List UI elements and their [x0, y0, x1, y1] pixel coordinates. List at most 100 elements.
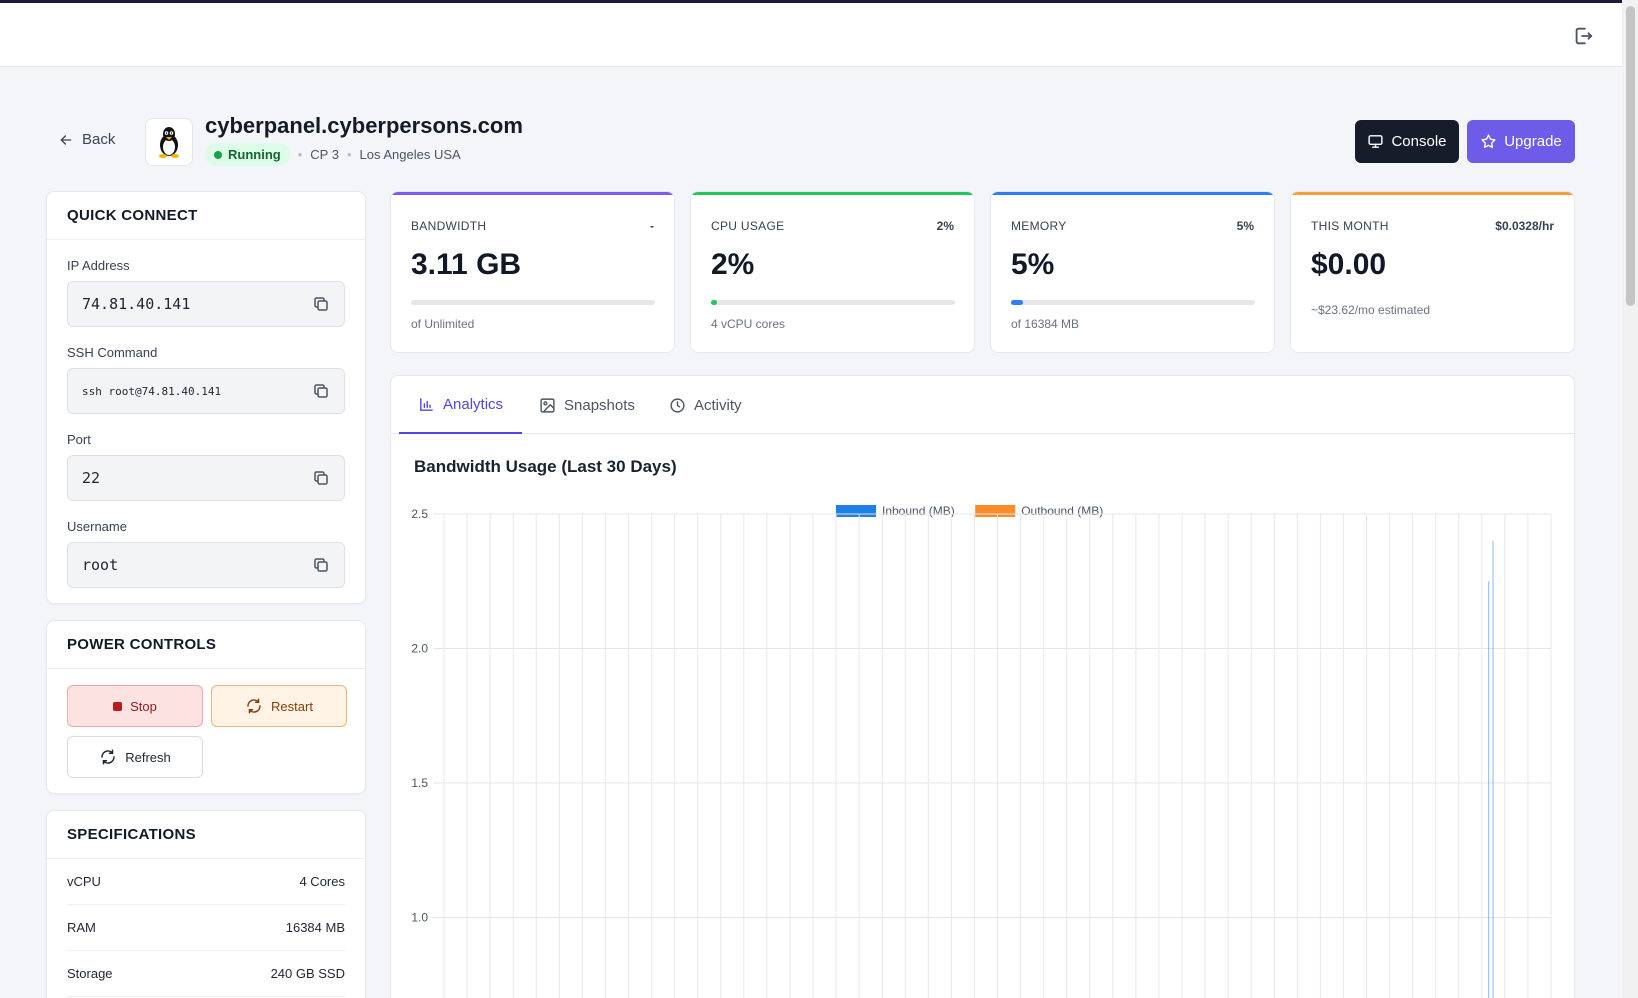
refresh-button[interactable]: Refresh	[67, 736, 203, 778]
back-link[interactable]: Back	[58, 131, 115, 148]
username-group: Username root	[47, 519, 365, 588]
legend-label: Outbound (MB)	[1021, 504, 1103, 518]
y-tick-label: 2.0	[411, 642, 428, 656]
tab-snapshots[interactable]: Snapshots	[539, 376, 635, 434]
stat-value: 2%	[711, 248, 755, 281]
server-location: Los Angeles USA	[359, 147, 461, 162]
stop-button[interactable]: Stop	[67, 685, 203, 727]
port-label: Port	[67, 432, 91, 447]
spec-row-storage: Storage 240 GB SSD	[67, 951, 345, 997]
upgrade-button[interactable]: Upgrade	[1467, 120, 1575, 163]
cpu-progress-bar	[711, 300, 955, 305]
copy-icon[interactable]	[312, 469, 330, 487]
console-label: Console	[1391, 133, 1447, 150]
analytics-panel: Analytics Snapshots Activity Bandwidth U…	[390, 375, 1575, 998]
stat-aside: 2%	[936, 219, 954, 233]
top-bar	[0, 3, 1622, 67]
tab-analytics[interactable]: Analytics	[399, 376, 523, 434]
monitor-icon	[1368, 135, 1384, 148]
arrow-left-icon	[60, 134, 72, 145]
memory-progress-bar	[1011, 300, 1255, 305]
power-controls-card: POWER CONTROLS Stop Restart Refresh	[46, 620, 366, 794]
ip-address-group: IP Address 74.81.40.141	[47, 258, 365, 327]
spec-label: RAM	[67, 920, 96, 935]
stat-aside: 5%	[1236, 219, 1254, 233]
stop-icon	[113, 701, 123, 711]
chart-title: Bandwidth Usage (Last 30 Days)	[414, 457, 677, 476]
ip-address-field[interactable]: 74.81.40.141	[67, 281, 345, 327]
restart-icon	[247, 698, 261, 714]
stat-label: BANDWIDTH	[411, 219, 487, 233]
specifications-card: SPECIFICATIONS vCPU 4 Cores RAM 16384 MB…	[46, 810, 366, 998]
meta-separator: •	[346, 147, 352, 162]
port-field[interactable]: 22	[67, 455, 345, 501]
username-label: Username	[67, 519, 127, 534]
port-group: Port 22	[47, 432, 365, 501]
tab-activity[interactable]: Activity	[669, 376, 742, 434]
username-value: root	[82, 556, 119, 574]
console-button[interactable]: Console	[1355, 120, 1459, 163]
legend-label: Inbound (MB)	[882, 504, 955, 518]
bandwidth-progress-bar	[411, 300, 655, 305]
power-controls-title: POWER CONTROLS	[47, 621, 365, 669]
top-accent-line	[0, 0, 1638, 3]
spec-value: 4 Cores	[299, 874, 345, 889]
stat-value: $0.00	[1311, 248, 1387, 281]
meta-separator: •	[297, 147, 303, 162]
quick-connect-title: QUICK CONNECT	[47, 192, 365, 240]
scrollbar[interactable]	[1622, 0, 1638, 998]
bandwidth-stat-card: BANDWIDTH - 3.11 GB of Unlimited	[390, 191, 675, 353]
scrollbar-thumb[interactable]	[1626, 6, 1635, 306]
stat-label: THIS MONTH	[1311, 219, 1389, 233]
ssh-command-group: SSH Command ssh root@74.81.40.141	[47, 345, 365, 414]
cpu-usage-stat-card: CPU USAGE 2% 2% 4 vCPU cores	[690, 191, 975, 353]
stat-aside: $0.0328/hr	[1495, 219, 1554, 233]
y-tick-label: 2.5	[411, 507, 428, 521]
copy-icon[interactable]	[312, 556, 330, 574]
tab-label: Activity	[694, 396, 742, 414]
stat-label: MEMORY	[1011, 219, 1067, 233]
star-icon	[1481, 134, 1496, 149]
ssh-command-label: SSH Command	[67, 345, 158, 360]
progress-fill	[711, 300, 718, 305]
card-accent	[691, 192, 974, 195]
y-tick-label: 1.0	[411, 911, 428, 925]
specifications-title: SPECIFICATIONS	[47, 811, 365, 859]
stat-sub: of Unlimited	[411, 317, 475, 331]
refresh-label: Refresh	[125, 749, 171, 765]
progress-fill	[1011, 300, 1024, 305]
back-label: Back	[82, 131, 116, 148]
stat-value: 3.11 GB	[411, 248, 522, 281]
restart-button[interactable]: Restart	[211, 685, 347, 727]
tab-label: Snapshots	[564, 396, 635, 414]
spec-label: vCPU	[67, 874, 101, 889]
port-value: 22	[82, 469, 101, 487]
bar-chart-icon	[420, 397, 433, 411]
status-badge: Running	[205, 143, 290, 166]
quick-connect-card: QUICK CONNECT IP Address 74.81.40.141 SS…	[46, 191, 366, 604]
upgrade-label: Upgrade	[1504, 133, 1562, 150]
copy-icon[interactable]	[312, 382, 330, 400]
bandwidth-chart: Inbound (MB) Outbound (MB) 1.0 1.5 2.0 2.5	[411, 504, 1552, 998]
spec-row-vcpu: vCPU 4 Cores	[67, 859, 345, 905]
inbound-bar	[1488, 581, 1490, 998]
copy-icon[interactable]	[312, 295, 330, 313]
logout-icon[interactable]	[1572, 25, 1594, 47]
inbound-bar	[1492, 540, 1494, 998]
server-hostname: cyberpanel.cyberpersons.com	[205, 113, 523, 138]
stat-sub: 4 vCPU cores	[711, 317, 786, 331]
ssh-command-field[interactable]: ssh root@74.81.40.141	[67, 368, 345, 414]
refresh-icon	[101, 749, 115, 765]
server-plan: CP 3	[310, 147, 339, 162]
legend-swatch	[975, 505, 1016, 517]
username-field[interactable]: root	[67, 542, 345, 588]
image-icon	[540, 397, 555, 413]
spec-label: Storage	[67, 966, 113, 981]
clock-icon	[670, 397, 685, 413]
stat-sub: of 16384 MB	[1011, 317, 1080, 331]
spec-row-ram: RAM 16384 MB	[67, 905, 345, 951]
server-meta: Running • CP 3 • Los Angeles USA	[205, 143, 461, 166]
stop-label: Stop	[130, 698, 157, 714]
legend-swatch	[836, 505, 876, 517]
card-accent	[391, 192, 674, 195]
